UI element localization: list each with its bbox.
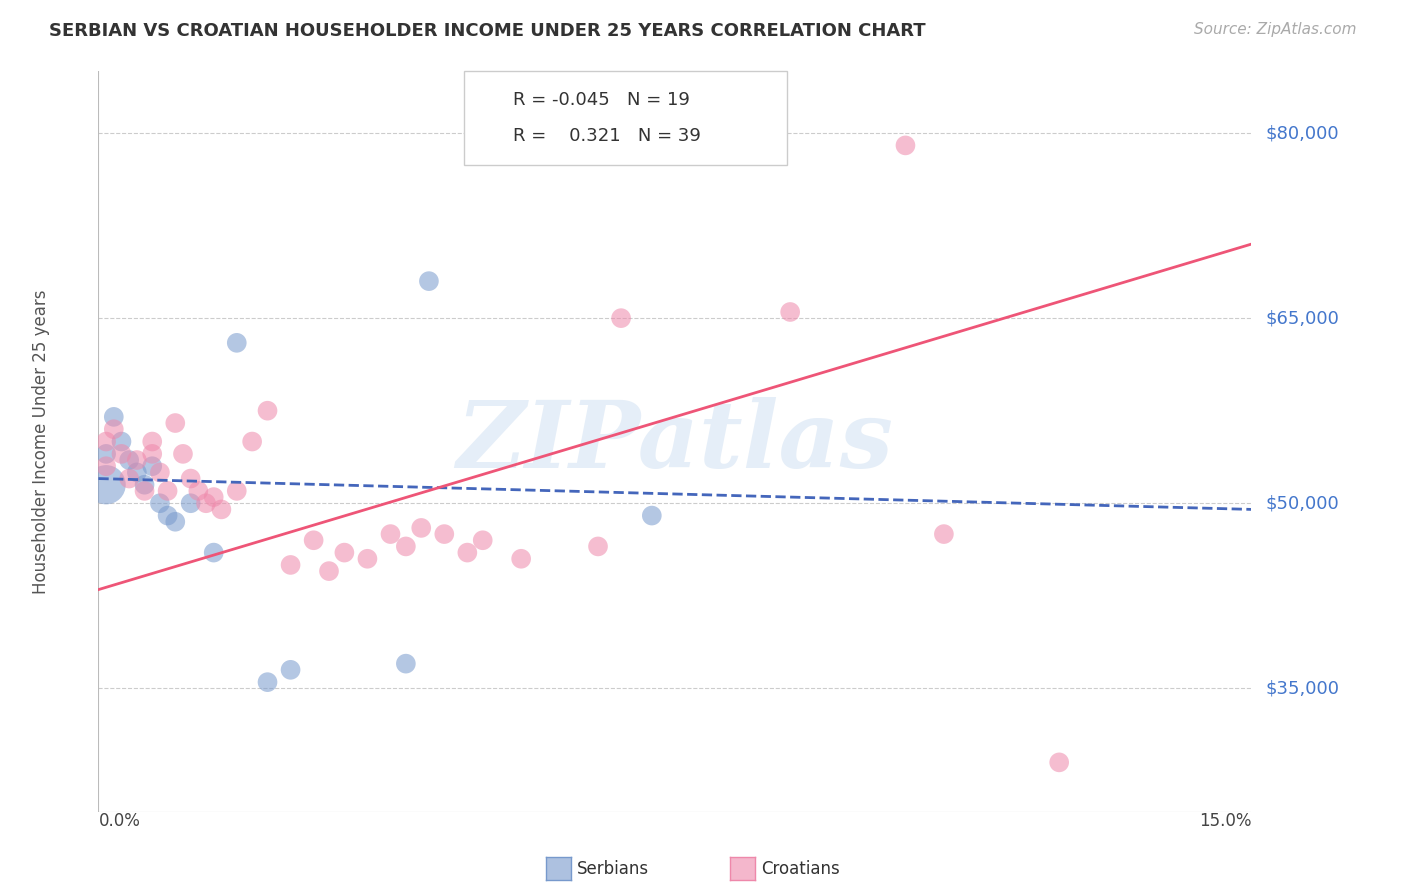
Point xyxy=(141,434,163,449)
Point xyxy=(134,483,156,498)
Point xyxy=(1047,756,1070,770)
Point xyxy=(318,564,340,578)
Text: $35,000: $35,000 xyxy=(1265,680,1339,698)
Text: 0.0%: 0.0% xyxy=(98,812,141,830)
Point xyxy=(187,483,209,498)
Point xyxy=(395,657,418,671)
Text: Serbians: Serbians xyxy=(576,860,648,878)
Text: R =    0.321   N = 39: R = 0.321 N = 39 xyxy=(513,128,702,145)
Point xyxy=(225,335,247,350)
Point xyxy=(165,515,187,529)
Point xyxy=(202,546,225,560)
Text: Householder Income Under 25 years: Householder Income Under 25 years xyxy=(32,289,49,594)
Point xyxy=(110,447,132,461)
Point xyxy=(141,459,163,474)
Point xyxy=(141,447,163,461)
Point xyxy=(149,466,172,480)
Point xyxy=(356,551,378,566)
Point xyxy=(103,409,125,424)
Point xyxy=(894,138,917,153)
Point xyxy=(172,447,194,461)
Point xyxy=(302,533,325,548)
Point xyxy=(256,675,278,690)
Text: ZIPatlas: ZIPatlas xyxy=(457,397,893,486)
Point xyxy=(180,471,202,485)
Point xyxy=(94,477,117,491)
Point xyxy=(118,453,141,467)
Text: $80,000: $80,000 xyxy=(1265,124,1339,142)
Point xyxy=(433,527,456,541)
Point xyxy=(134,477,156,491)
Point xyxy=(149,496,172,510)
Point xyxy=(94,434,117,449)
Point xyxy=(103,422,125,436)
Point xyxy=(165,416,187,430)
Point xyxy=(418,274,440,288)
Point xyxy=(94,447,117,461)
Text: Source: ZipAtlas.com: Source: ZipAtlas.com xyxy=(1194,22,1357,37)
Point xyxy=(125,453,148,467)
Point xyxy=(471,533,494,548)
Point xyxy=(641,508,664,523)
Point xyxy=(209,502,232,516)
Point xyxy=(156,483,179,498)
Point xyxy=(395,540,418,554)
Point xyxy=(510,551,533,566)
Point xyxy=(156,508,179,523)
Point xyxy=(456,546,478,560)
Point xyxy=(586,540,609,554)
Point xyxy=(225,483,247,498)
Point xyxy=(110,434,132,449)
Point xyxy=(195,496,218,510)
Point xyxy=(932,527,955,541)
Point xyxy=(610,311,633,326)
Point xyxy=(333,546,356,560)
Point xyxy=(380,527,402,541)
Point xyxy=(240,434,263,449)
Point xyxy=(280,663,302,677)
Point xyxy=(202,490,225,504)
Text: SERBIAN VS CROATIAN HOUSEHOLDER INCOME UNDER 25 YEARS CORRELATION CHART: SERBIAN VS CROATIAN HOUSEHOLDER INCOME U… xyxy=(49,22,925,40)
Text: Croatians: Croatians xyxy=(761,860,839,878)
Point xyxy=(280,558,302,572)
Point xyxy=(94,459,117,474)
Point xyxy=(779,305,801,319)
Text: R = -0.045   N = 19: R = -0.045 N = 19 xyxy=(513,91,690,109)
Point xyxy=(125,466,148,480)
Point xyxy=(411,521,433,535)
Text: $50,000: $50,000 xyxy=(1265,494,1339,512)
Point xyxy=(180,496,202,510)
Point xyxy=(256,403,278,417)
Point xyxy=(118,471,141,485)
Text: $65,000: $65,000 xyxy=(1265,310,1339,327)
Text: 15.0%: 15.0% xyxy=(1199,812,1251,830)
